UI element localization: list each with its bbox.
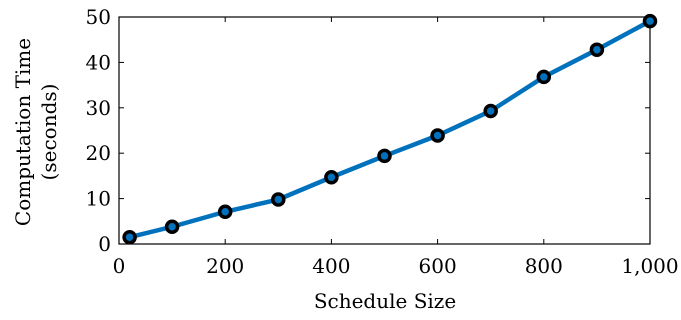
data-point-marker <box>430 128 445 143</box>
y-tick-label: 10 <box>86 187 111 211</box>
data-point-marker <box>324 170 339 185</box>
x-tick-label: 400 <box>312 254 350 278</box>
plot-area-border <box>118 16 651 245</box>
y-axis: 0 10 20 30 40 50 <box>86 5 650 256</box>
plot-frame <box>118 16 651 245</box>
x-tick-label: 600 <box>419 254 457 278</box>
data-point-marker <box>217 204 233 220</box>
x-tick-label: 1,000 <box>621 254 678 278</box>
y-tick-label: 50 <box>86 5 111 29</box>
data-point-marker <box>271 192 286 207</box>
x-axis: 0 200 400 600 800 1,000 <box>113 17 679 278</box>
y-tick-label: 20 <box>86 141 111 165</box>
y-tick-label: 0 <box>98 232 111 256</box>
x-axis-label: Schedule Size <box>314 289 456 313</box>
series-layer <box>122 13 658 245</box>
x-tick-label: 800 <box>525 254 563 278</box>
series-line <box>127 18 653 240</box>
data-point-marker <box>377 148 392 164</box>
y-tick-label: 30 <box>86 96 111 120</box>
data-point-marker <box>642 13 658 29</box>
y-tick-label: 40 <box>86 50 111 74</box>
data-point-marker <box>536 69 552 85</box>
y-axis-label-line-1: Computation Time <box>11 38 35 226</box>
y-axis-label-line-2: (seconds) <box>37 84 61 181</box>
data-point-marker <box>164 219 180 234</box>
x-tick-label: 200 <box>206 254 244 278</box>
x-tick-label: 0 <box>113 254 126 278</box>
data-point-marker <box>122 229 137 245</box>
data-point-marker <box>483 103 498 119</box>
data-point-marker <box>589 42 605 57</box>
